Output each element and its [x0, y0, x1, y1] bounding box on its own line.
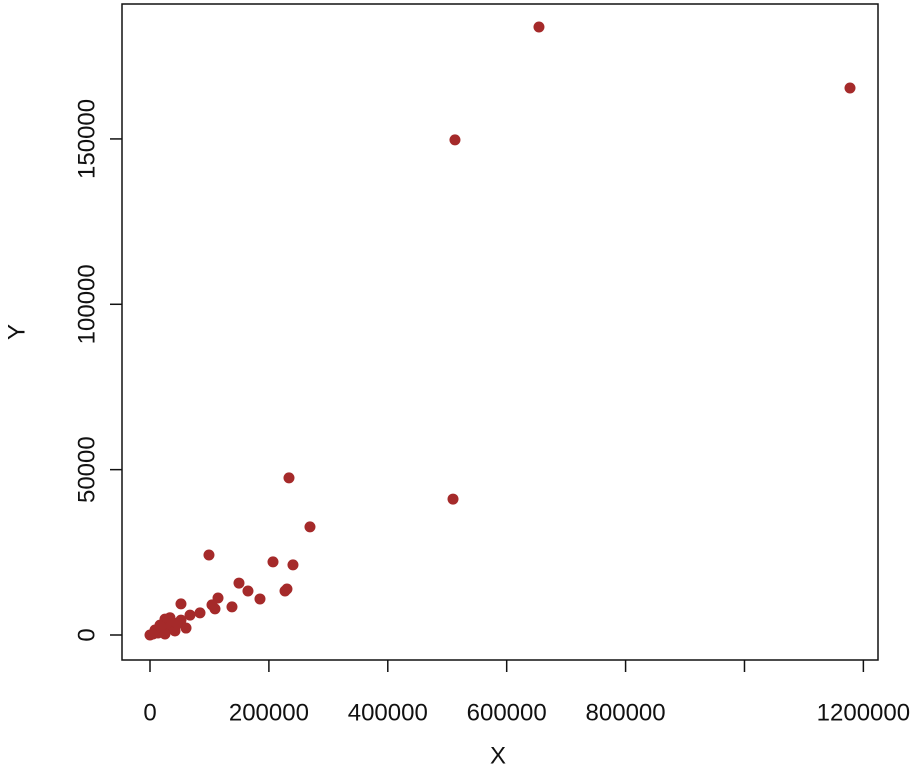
point [155, 621, 167, 633]
plot-frame [121, 3, 879, 661]
point [203, 549, 215, 561]
y-tick-label: 150000 [73, 99, 100, 179]
point [533, 21, 545, 33]
point [447, 493, 459, 505]
point [147, 628, 159, 640]
point [175, 598, 187, 610]
point [449, 134, 461, 146]
point [209, 603, 221, 615]
point [233, 577, 245, 589]
point [844, 82, 856, 94]
point [242, 585, 254, 597]
y-tick-label: 0 [73, 628, 100, 641]
y-axis-label: Y [3, 324, 30, 340]
point [171, 617, 183, 629]
y-tick-label: 50000 [73, 436, 100, 503]
point [194, 607, 206, 619]
point [279, 585, 291, 597]
x-tick-label: 400000 [348, 699, 428, 726]
point [254, 593, 266, 605]
point [283, 472, 295, 484]
point [267, 556, 279, 568]
x-tick-label: 600000 [467, 699, 547, 726]
x-axis-label: X [490, 742, 506, 769]
point [226, 601, 238, 613]
point [287, 559, 299, 571]
y-tick-label: 100000 [73, 264, 100, 344]
x-tick-label: 1200000 [817, 699, 910, 726]
point [180, 622, 192, 634]
x-tick-label: 0 [143, 699, 156, 726]
x-tick-label: 800000 [586, 699, 666, 726]
x-tick-label: 200000 [229, 699, 309, 726]
point [184, 609, 196, 621]
point [304, 521, 316, 533]
